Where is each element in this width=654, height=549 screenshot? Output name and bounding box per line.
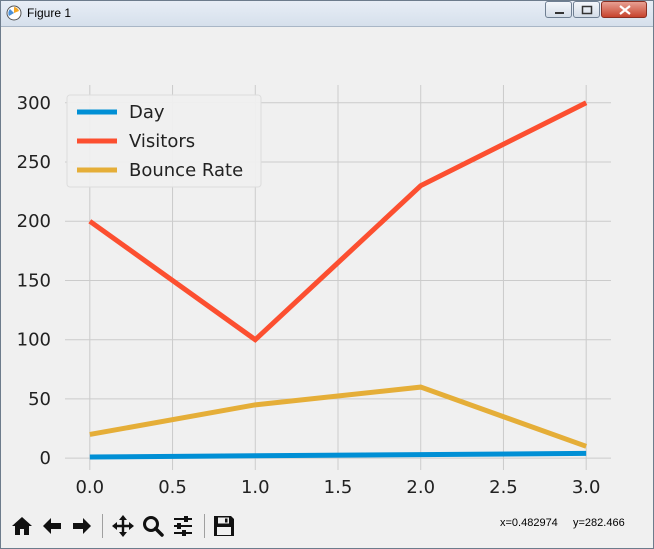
cursor-x-readout: x=0.482974 (500, 517, 558, 529)
title-bar: Figure 1 (0, 0, 654, 27)
y-tick-label: 50 (28, 389, 51, 410)
pan-icon (112, 515, 134, 537)
series-line-day (89, 450, 587, 460)
x-tick-label: 2.0 (406, 477, 435, 498)
minimize-icon (555, 12, 564, 14)
y-tick-label: 200 (17, 211, 51, 232)
x-tick-label: 1.0 (241, 477, 270, 498)
zoom-icon (143, 516, 164, 537)
close-button[interactable] (601, 1, 647, 18)
back-arrow-icon (43, 518, 61, 534)
configure-subplots-button[interactable] (169, 512, 197, 540)
configure-subplots-icon (174, 516, 192, 536)
zoom-button[interactable] (139, 512, 167, 540)
x-tick-label: 2.5 (489, 477, 518, 498)
y-tick-label: 300 (17, 93, 51, 114)
back-button[interactable] (38, 512, 66, 540)
series-line-bounce-rate (89, 384, 588, 449)
y-tick-label: 150 (17, 270, 51, 291)
legend-box (66, 94, 262, 188)
navigation-toolbar (6, 508, 647, 544)
save-button[interactable] (210, 512, 238, 540)
legend-label: Day (129, 102, 165, 123)
cursor-y-readout: y=282.466 (573, 517, 625, 529)
line-chart: 0.0 0.5 1.0 1.5 2.0 2.5 3.0 0 50 100 150 200 250 300 D… (17, 85, 611, 498)
maximize-button[interactable] (573, 1, 600, 18)
forward-button[interactable] (68, 512, 96, 540)
series-line-visitors (88, 100, 588, 343)
home-icon (12, 517, 32, 535)
legend-label: Visitors (129, 131, 195, 152)
forward-arrow-icon (73, 518, 91, 534)
app-icon (6, 5, 22, 21)
close-icon (619, 5, 631, 15)
legend-label: Bounce Rate (129, 160, 243, 181)
y-tick-label: 100 (17, 330, 51, 351)
window-title: Figure 1 (27, 6, 72, 20)
y-tick-label: 250 (17, 152, 51, 173)
x-tick-label: 0.5 (158, 477, 187, 498)
figure-canvas[interactable]: 0.0 0.5 1.0 1.5 2.0 2.5 3.0 0 50 100 150 200 250 300 D… (6, 27, 647, 507)
home-button[interactable] (8, 512, 36, 540)
minimize-button[interactable] (545, 1, 572, 18)
y-tick-label: 0 (40, 448, 51, 469)
x-tick-label: 3.0 (572, 477, 601, 498)
x-tick-label: 1.5 (324, 477, 353, 498)
maximize-icon (581, 5, 593, 15)
pan-button[interactable] (109, 512, 137, 540)
toolbar-separator (204, 514, 205, 538)
x-tick-label: 0.0 (75, 477, 104, 498)
save-icon (214, 516, 234, 536)
toolbar-separator (102, 514, 103, 538)
